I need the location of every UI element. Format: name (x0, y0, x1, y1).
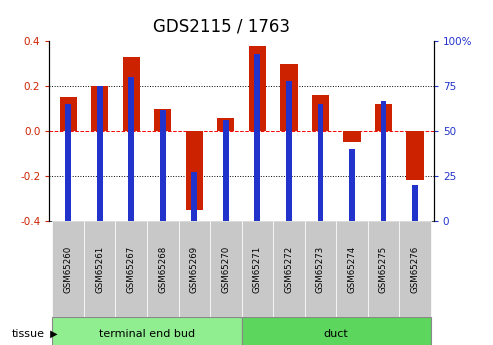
Bar (147, 221, 178, 317)
Text: GSM65275: GSM65275 (379, 246, 388, 293)
Bar (186, 131, 203, 209)
Bar (191, 172, 197, 221)
Bar (223, 120, 229, 221)
Text: GSM65276: GSM65276 (411, 246, 420, 293)
Bar (305, 221, 336, 317)
Bar (52, 221, 84, 317)
Bar (160, 110, 166, 221)
Text: GSM65273: GSM65273 (316, 246, 325, 293)
Bar (280, 64, 297, 131)
Bar (210, 221, 242, 317)
Text: tissue: tissue (11, 329, 44, 339)
Text: duct: duct (324, 329, 349, 339)
Bar (60, 97, 77, 131)
Text: GSM65274: GSM65274 (348, 246, 356, 293)
Text: GSM65271: GSM65271 (253, 246, 262, 293)
Bar (412, 185, 418, 221)
Bar (317, 104, 323, 221)
Text: GSM65269: GSM65269 (190, 246, 199, 293)
Bar (254, 54, 260, 221)
Bar (273, 221, 305, 317)
Bar (349, 149, 355, 221)
Text: GSM65270: GSM65270 (221, 246, 230, 293)
Bar (84, 221, 115, 317)
Bar (128, 77, 134, 221)
Bar (91, 86, 108, 131)
Bar (368, 221, 399, 317)
Bar (66, 104, 71, 221)
Bar (242, 317, 431, 345)
Bar (97, 86, 103, 221)
Bar (154, 109, 172, 131)
Bar (242, 221, 273, 317)
Bar (343, 131, 360, 142)
Text: GSM65267: GSM65267 (127, 246, 136, 293)
Bar (399, 221, 431, 317)
Bar (123, 57, 140, 131)
Bar (381, 101, 386, 221)
Bar (312, 95, 329, 131)
Bar (115, 221, 147, 317)
Text: ▶: ▶ (47, 329, 58, 339)
Text: GSM65261: GSM65261 (95, 246, 104, 293)
Bar (217, 118, 235, 131)
Bar (375, 104, 392, 131)
Bar (336, 221, 368, 317)
Text: GDS2115 / 1763: GDS2115 / 1763 (153, 17, 290, 35)
Text: terminal end bud: terminal end bud (99, 329, 195, 339)
Text: GSM65260: GSM65260 (64, 246, 72, 293)
Bar (406, 131, 423, 180)
Bar (248, 46, 266, 131)
Bar (178, 221, 210, 317)
Text: GSM65268: GSM65268 (158, 246, 167, 293)
Bar (52, 317, 242, 345)
Bar (286, 81, 292, 221)
Text: GSM65272: GSM65272 (284, 246, 293, 293)
